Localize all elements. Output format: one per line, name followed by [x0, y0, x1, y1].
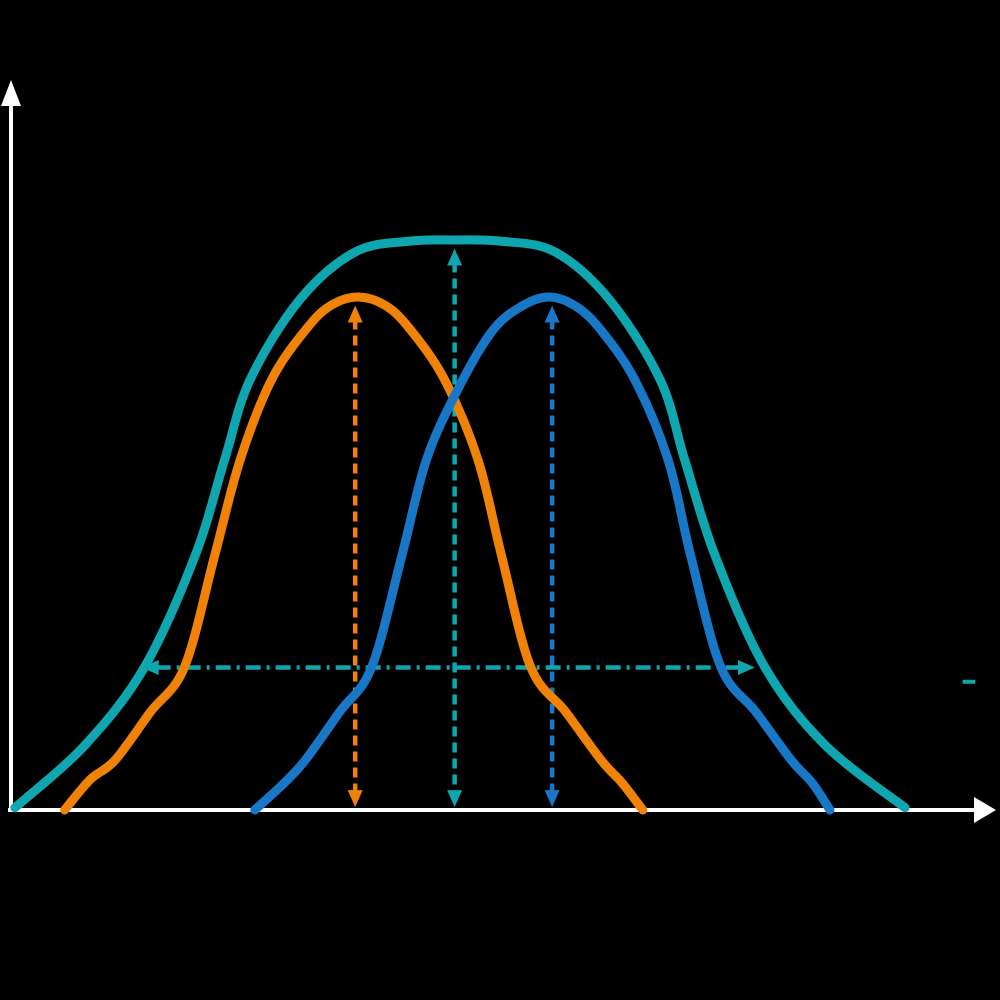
y-axis-arrowhead — [1, 80, 21, 106]
combined-width-arrow-left-arrowhead — [141, 660, 159, 675]
left-component-curve — [60, 292, 648, 815]
right-component-curve — [250, 292, 835, 815]
x-axis-arrowhead — [974, 797, 996, 823]
combined-width-arrow-right-arrowhead — [737, 660, 755, 675]
right-peak-height-arrow-top-arrowhead — [544, 305, 560, 323]
right-peak-height-arrow-bottom-arrowhead — [544, 790, 560, 808]
left-peak-height-arrow-bottom-arrowhead — [347, 790, 363, 808]
combined-peak-height-arrow-top-arrowhead — [447, 248, 463, 266]
left-peak-height-arrow-top-arrowhead — [347, 305, 363, 323]
combined-broad-curve — [10, 235, 910, 813]
combined-peak-height-arrow-bottom-arrowhead — [447, 790, 463, 808]
